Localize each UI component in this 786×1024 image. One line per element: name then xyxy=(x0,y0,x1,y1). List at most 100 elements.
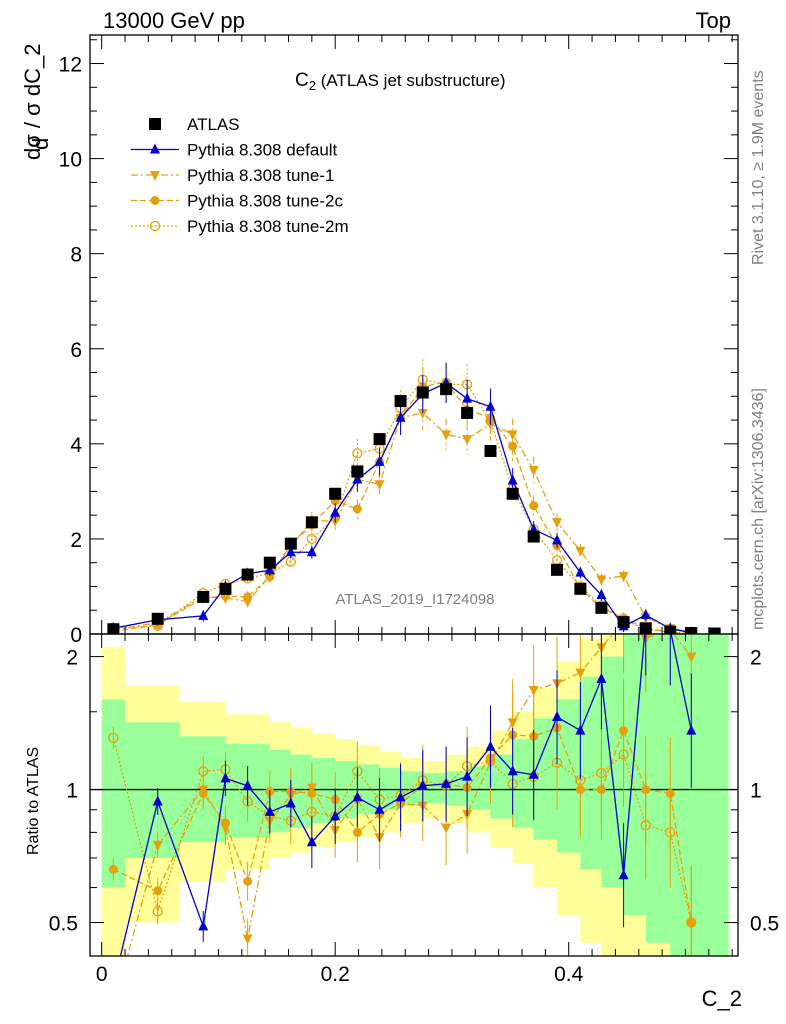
legend-entry: Pythia 8.308 tune-2m xyxy=(131,217,349,236)
data-point xyxy=(243,876,253,886)
data-point xyxy=(507,474,518,485)
legend-label: Pythia 8.308 tune-1 xyxy=(187,166,334,185)
data-point xyxy=(150,171,160,181)
data-point xyxy=(149,220,161,232)
data-point xyxy=(150,143,160,154)
data-point xyxy=(596,575,607,586)
data-point xyxy=(529,501,539,511)
band-inner-bin xyxy=(269,749,291,833)
data-point xyxy=(664,625,677,634)
main-y-axis-label: d xyxy=(28,138,53,150)
legend-entry: Pythia 8.308 tune-1 xyxy=(131,166,334,185)
data-point xyxy=(352,791,363,802)
data-point xyxy=(197,590,210,603)
ratio-panel: 0.5 0.5 1 1 2 2 xyxy=(49,633,779,1014)
data-point xyxy=(528,768,539,779)
data-point xyxy=(330,506,341,517)
data-point xyxy=(596,672,607,683)
data-point xyxy=(596,785,606,795)
data-point xyxy=(685,627,698,634)
energy-label: 13000 GeV pp xyxy=(103,8,245,33)
data-point xyxy=(485,400,496,411)
y-tick-label: 10 xyxy=(59,149,82,172)
ratio-y-tick-label: 0.5 xyxy=(49,913,78,936)
plot-title: C2 (ATLAS jet substructure) xyxy=(295,70,506,93)
data-point xyxy=(417,408,428,419)
data-point xyxy=(108,1004,118,1014)
x-tick-label: 0.4 xyxy=(554,963,584,986)
data-point xyxy=(639,622,652,634)
data-point xyxy=(461,406,474,419)
data-point xyxy=(575,724,586,735)
data-point xyxy=(686,918,696,928)
ratio-y-axis-label: Ratio to ATLAS xyxy=(25,747,42,855)
data-point xyxy=(285,546,296,557)
ratio-y-tick-label: 2 xyxy=(66,647,78,670)
data-point xyxy=(619,726,629,736)
data-point xyxy=(284,537,297,550)
data-point xyxy=(107,623,120,634)
data-point xyxy=(242,779,253,790)
series-atlas xyxy=(107,383,721,634)
ratio-pythia-8-308-default xyxy=(119,634,697,956)
data-point xyxy=(617,616,630,629)
data-point xyxy=(686,724,697,735)
data-point xyxy=(417,779,428,790)
ratio-y-axis: 0.5 0.5 1 1 2 2 xyxy=(49,647,779,936)
data-point xyxy=(373,433,386,446)
data-point xyxy=(595,601,608,614)
data-point xyxy=(441,430,452,441)
data-point xyxy=(241,568,254,581)
data-point xyxy=(441,823,452,834)
y-tick-label: 8 xyxy=(70,244,82,267)
data-point xyxy=(285,797,296,808)
band-inner-bin xyxy=(400,771,423,806)
data-point xyxy=(575,668,586,679)
band-inner-bin xyxy=(290,754,312,828)
band-inner-bin xyxy=(645,634,671,943)
data-point xyxy=(264,572,275,583)
y-tick-label: 2 xyxy=(70,529,82,552)
main-y-axis: 0 2 4 6 8 10 12 xyxy=(59,39,738,647)
band-inner-bin xyxy=(580,676,602,870)
band-inner-bin xyxy=(691,634,715,956)
data-point xyxy=(508,441,518,451)
band-inner-bin xyxy=(714,634,729,956)
legend-label: Pythia 8.308 default xyxy=(187,141,338,160)
data-point xyxy=(507,718,518,729)
data-point xyxy=(528,465,539,476)
data-point xyxy=(150,196,160,205)
data-point xyxy=(352,827,362,837)
band-inner-bin xyxy=(422,773,447,804)
data-point xyxy=(485,740,496,751)
analysis-watermark: ATLAS_2019_I1724098 xyxy=(335,591,494,608)
data-point xyxy=(264,805,275,816)
data-point xyxy=(394,395,407,408)
data-point xyxy=(352,504,362,514)
data-point xyxy=(552,518,563,529)
data-point xyxy=(416,386,429,399)
y-tick-label: 12 xyxy=(59,54,82,77)
band-inner-bin xyxy=(512,739,534,828)
data-point xyxy=(618,869,629,880)
legend-entry: ATLAS xyxy=(149,115,240,134)
data-point xyxy=(708,627,721,634)
ratio-frame xyxy=(89,633,739,957)
data-point xyxy=(484,444,497,457)
y-tick-label: 0 xyxy=(70,624,82,647)
data-point xyxy=(242,597,253,608)
main-y-axis-formula: dσ / σ dC_2 xyxy=(20,44,45,160)
ratio-series-layer xyxy=(108,634,697,1014)
data-point xyxy=(263,556,276,569)
data-point xyxy=(264,564,275,575)
band-inner-bin xyxy=(379,767,401,810)
data-point xyxy=(574,582,587,595)
main-series-layer xyxy=(107,359,721,634)
legend-label: Pythia 8.308 tune-2m xyxy=(187,217,349,236)
data-point xyxy=(198,920,209,931)
data-point xyxy=(506,487,519,500)
data-point xyxy=(462,770,473,781)
band-inner-bin xyxy=(311,757,336,824)
data-point xyxy=(306,783,317,794)
data-point xyxy=(440,383,453,396)
